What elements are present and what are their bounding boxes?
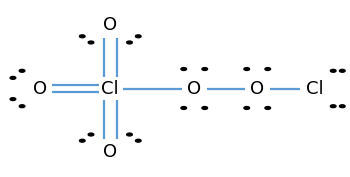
Circle shape [10, 76, 16, 79]
Circle shape [244, 68, 250, 70]
Text: O: O [103, 16, 117, 34]
Circle shape [181, 107, 187, 109]
Circle shape [88, 41, 94, 44]
Circle shape [265, 107, 271, 109]
Circle shape [88, 133, 94, 136]
Circle shape [330, 69, 336, 72]
Circle shape [19, 69, 25, 72]
Circle shape [127, 133, 132, 136]
Text: Cl: Cl [306, 79, 324, 98]
Circle shape [79, 139, 85, 142]
Text: O: O [250, 79, 264, 98]
Circle shape [79, 35, 85, 38]
Circle shape [10, 98, 16, 101]
Circle shape [340, 69, 345, 72]
Circle shape [181, 68, 187, 70]
Text: Cl: Cl [102, 79, 119, 98]
Circle shape [244, 107, 250, 109]
Circle shape [127, 41, 132, 44]
Circle shape [265, 68, 271, 70]
Text: O: O [187, 79, 201, 98]
Circle shape [19, 105, 25, 108]
Circle shape [202, 68, 208, 70]
Circle shape [340, 105, 345, 108]
Circle shape [330, 105, 336, 108]
Circle shape [135, 139, 141, 142]
Circle shape [202, 107, 208, 109]
Text: O: O [103, 143, 117, 161]
Text: O: O [33, 79, 47, 98]
Circle shape [135, 35, 141, 38]
